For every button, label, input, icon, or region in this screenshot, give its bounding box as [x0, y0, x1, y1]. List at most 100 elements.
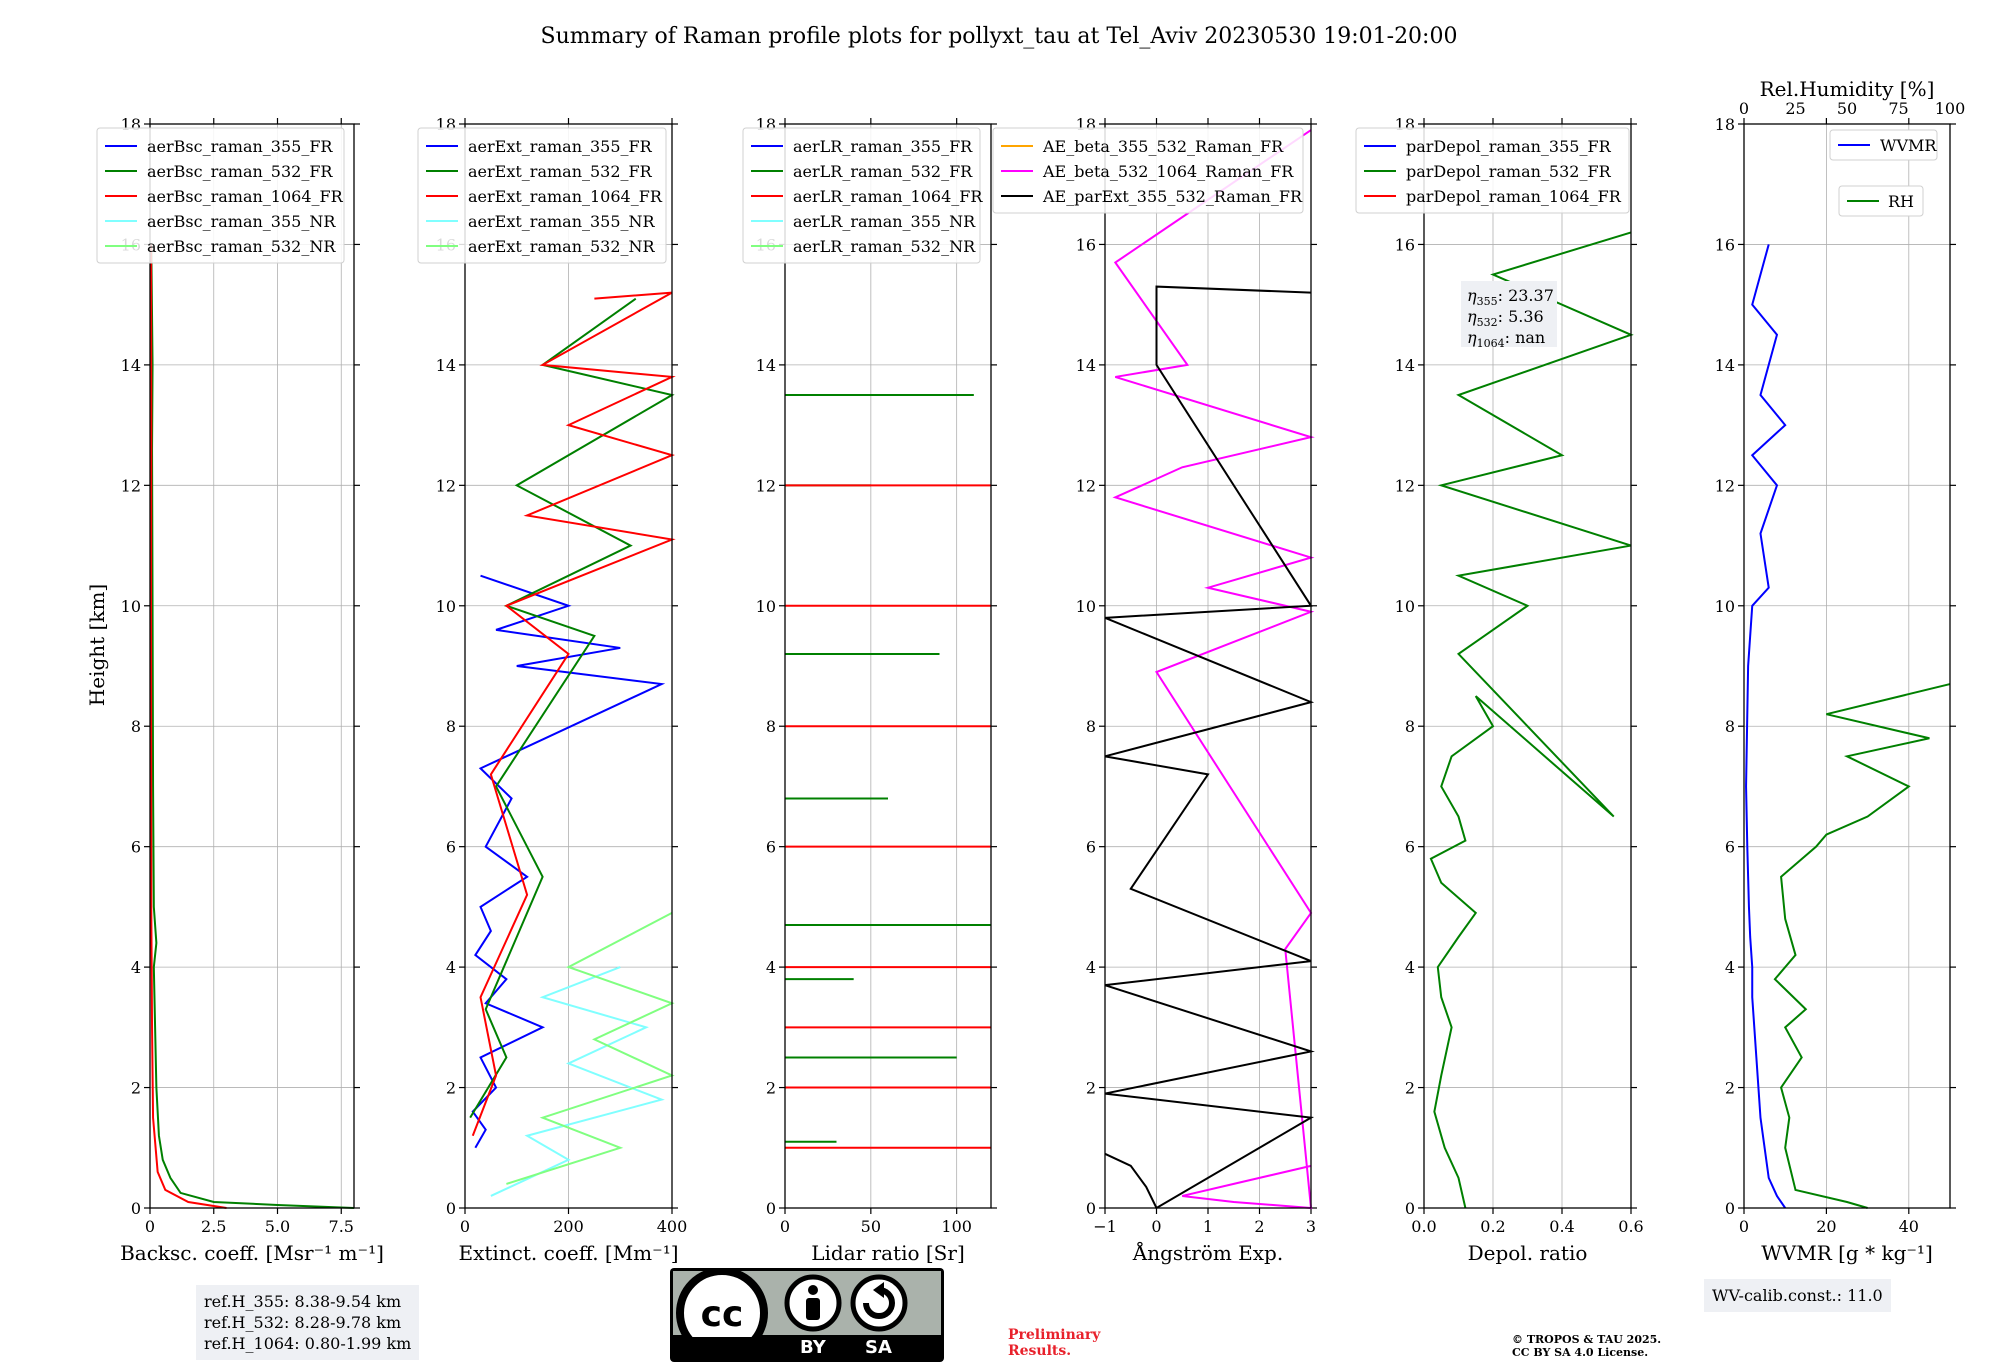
- legend-entry: aerBsc_raman_532_FR: [147, 162, 333, 181]
- x-tick-label: 1: [1203, 1217, 1213, 1236]
- series-line-AE_beta_532_1064_Raman_FR: [1112, 129, 1315, 1210]
- y-tick-label: 12: [1715, 476, 1735, 495]
- wv-calibration-box: WV-calib.const.: 11.0: [1704, 1279, 1891, 1312]
- y-tick-label: 2: [766, 1079, 776, 1098]
- legend-box: [992, 127, 1304, 214]
- plot-frame: [1743, 123, 1951, 1209]
- legend-entry: RH: [1888, 192, 1914, 211]
- legend-entry: aerLR_raman_1064_FR: [793, 187, 983, 206]
- x-axis-label: Depol. ratio: [1468, 1241, 1588, 1265]
- y-tick-label: 0: [1405, 1199, 1415, 1218]
- x-tick-label: 40: [1899, 1217, 1919, 1236]
- y-tick-label: 2: [131, 1079, 141, 1098]
- share-alike-icon: [850, 1274, 908, 1332]
- y-tick-label: 8: [131, 717, 141, 736]
- y-tick-label: 0: [1086, 1199, 1096, 1218]
- y-tick-label: 0: [131, 1199, 141, 1218]
- legend-entry: aerBsc_raman_355_FR: [147, 137, 333, 156]
- y-axis-label: Height [km]: [85, 584, 109, 706]
- x-axis-label: Ångström Exp.: [1132, 1240, 1283, 1265]
- legend-entry: aerBsc_raman_355_NR: [147, 212, 336, 231]
- eta-532: η532: 5.36: [1467, 307, 1544, 329]
- cc-by-sa-badge: cc BY SA: [670, 1268, 944, 1362]
- series-line-WVMR: [1745, 244, 1787, 1209]
- legend-entry: AE_beta_532_1064_Raman_FR: [1042, 162, 1294, 181]
- legend-box: [1838, 185, 1924, 217]
- legend-entry: aerLR_raman_355_FR: [793, 137, 973, 156]
- ref-height-532: ref.H_532: 8.28-9.78 km: [204, 1313, 402, 1332]
- series-line-RH: [1773, 683, 1951, 1209]
- y-tick-label: 2: [1725, 1079, 1735, 1098]
- wv-calibration-text: WV-calib.const.: 11.0: [1712, 1286, 1883, 1305]
- ref-height-355: ref.H_355: 8.38-9.54 km: [204, 1292, 402, 1311]
- y-tick-label: 10: [1715, 597, 1735, 616]
- y-tick-label: 14: [1395, 356, 1415, 375]
- top-tick-label: 0: [1739, 99, 1749, 118]
- legend-rh: RH: [1838, 185, 1924, 217]
- y-tick-label: 12: [121, 476, 141, 495]
- legend-entry: WVMR: [1880, 136, 1937, 155]
- x-tick-label: 3: [1306, 1217, 1316, 1236]
- preliminary-note: Preliminary Results.: [1008, 1327, 1101, 1359]
- y-tick-label: 4: [446, 958, 456, 977]
- top-tick-label: 100: [1935, 99, 1966, 118]
- figure-title: Summary of Raman profile plots for polly…: [541, 24, 1458, 49]
- series-line-aerExt_raman_532_FR: [469, 297, 675, 1119]
- legend-entry: parDepol_raman_532_FR: [1406, 162, 1612, 181]
- legend-entry: aerLR_raman_355_NR: [793, 212, 976, 231]
- sa-label: SA: [865, 1337, 892, 1358]
- y-tick-label: 6: [766, 838, 776, 857]
- y-tick-label: 12: [756, 476, 776, 495]
- x-tick-label: 0: [145, 1217, 155, 1236]
- legend-entry: parDepol_raman_1064_FR: [1406, 187, 1622, 206]
- y-tick-label: 6: [446, 838, 456, 857]
- eta-box: [1461, 281, 1557, 347]
- legend: AE_beta_355_532_Raman_FR AE_beta_532_1064…: [992, 127, 1304, 214]
- x-tick-label: 2: [1254, 1217, 1264, 1236]
- panel-2: 0246810121416180200400Extinct. coeff. [M…: [417, 115, 687, 1265]
- y-tick-label: 14: [756, 356, 776, 375]
- legend: parDepol_raman_355_FR parDepol_raman_532_…: [1355, 127, 1630, 214]
- y-tick-label: 16: [1076, 235, 1096, 254]
- legend-entry: aerLR_raman_532_FR: [793, 162, 973, 181]
- x-tick-label: 0.0: [1411, 1217, 1436, 1236]
- y-tick-label: 8: [1725, 717, 1735, 736]
- y-tick-label: 2: [1086, 1079, 1096, 1098]
- y-tick-label: 16: [1395, 235, 1415, 254]
- by-label: BY: [800, 1337, 826, 1358]
- panel-3: 024681012141618050100Lidar ratio [Sr]aer…: [742, 115, 997, 1265]
- legend-box: [1829, 129, 1938, 161]
- y-tick-label: 8: [1086, 717, 1096, 736]
- top-tick-label: 75: [1888, 99, 1908, 118]
- top-tick-label: 25: [1785, 99, 1805, 118]
- legend: aerLR_raman_355_FR aerLR_raman_532_FR aerL…: [742, 127, 983, 264]
- y-tick-label: 8: [446, 717, 456, 736]
- y-tick-label: 6: [131, 838, 141, 857]
- legend-box: [417, 127, 667, 264]
- x-tick-label: 0.6: [1618, 1217, 1643, 1236]
- y-tick-label: 12: [1076, 476, 1096, 495]
- plot-frame: [1104, 123, 1312, 1209]
- x-tick-label: 20: [1816, 1217, 1836, 1236]
- legend-box: [742, 127, 981, 264]
- legend-entry: aerExt_raman_532_FR: [468, 162, 653, 181]
- y-tick-label: 0: [446, 1199, 456, 1218]
- x-tick-label: 0: [780, 1217, 790, 1236]
- y-tick-label: 18: [1715, 115, 1735, 134]
- y-tick-label: 0: [766, 1199, 776, 1218]
- y-tick-label: 0: [1725, 1199, 1735, 1218]
- y-tick-label: 4: [131, 958, 141, 977]
- legend-entry: parDepol_raman_355_FR: [1406, 137, 1612, 156]
- y-tick-label: 4: [1086, 958, 1096, 977]
- cc-logo-text: cc: [701, 1294, 744, 1335]
- eta-1064: η1064: nan: [1467, 328, 1545, 350]
- y-tick-label: 10: [1076, 597, 1096, 616]
- legend-entry: aerExt_raman_532_NR: [468, 237, 656, 256]
- eta-355: η355: 23.37: [1467, 286, 1554, 308]
- x-tick-label: 0.4: [1549, 1217, 1574, 1236]
- x-tick-label: 100: [941, 1217, 972, 1236]
- y-tick-label: 6: [1405, 838, 1415, 857]
